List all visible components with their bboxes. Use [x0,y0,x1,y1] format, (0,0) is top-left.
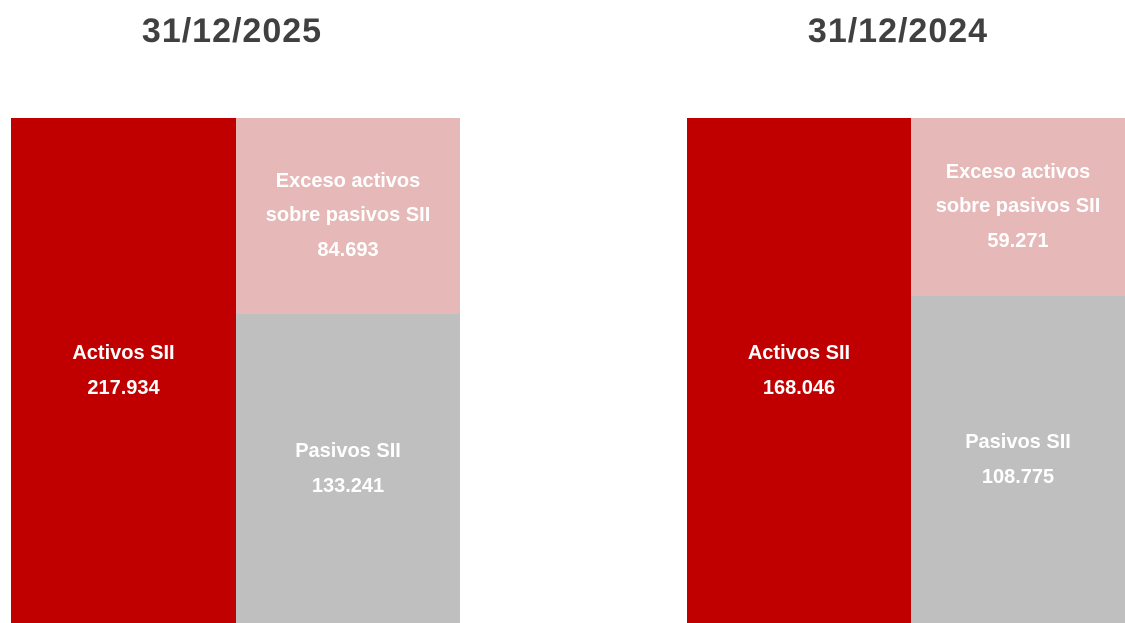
bar-segment: Pasivos SII 133.241 [236,314,460,623]
segment-value: 217.934 [87,376,160,399]
segment-name: Exceso activos sobre pasivos SII [935,161,1101,218]
segment-value: 133.241 [311,474,385,497]
segment-name: Pasivos SII [965,430,1071,453]
bar-segment: Exceso activos sobre pasivos SII 59.271 [911,118,1125,297]
bar-segment: Activos SII 168.046 [687,118,911,623]
bar-segment: Activos SII 217.934 [11,118,236,623]
segment-value: 108.775 [981,465,1055,488]
chart-title: 31/12/2024 [807,12,989,50]
bar-segment: Exceso activos sobre pasivos SII 84.693 [236,118,460,315]
segment-name: Activos SII [72,341,175,364]
segment-name: Exceso activos sobre pasivos SII [265,170,431,227]
chart-title: 31/12/2025 [141,12,323,50]
segment-value: 168.046 [762,376,836,399]
segment-value: 59.271 [987,230,1049,253]
segment-name: Activos SII [747,341,851,364]
segment-value: 84.693 [317,239,379,262]
bar-segment: Pasivos SII 108.775 [911,296,1125,623]
segment-name: Pasivos SII [295,439,401,462]
